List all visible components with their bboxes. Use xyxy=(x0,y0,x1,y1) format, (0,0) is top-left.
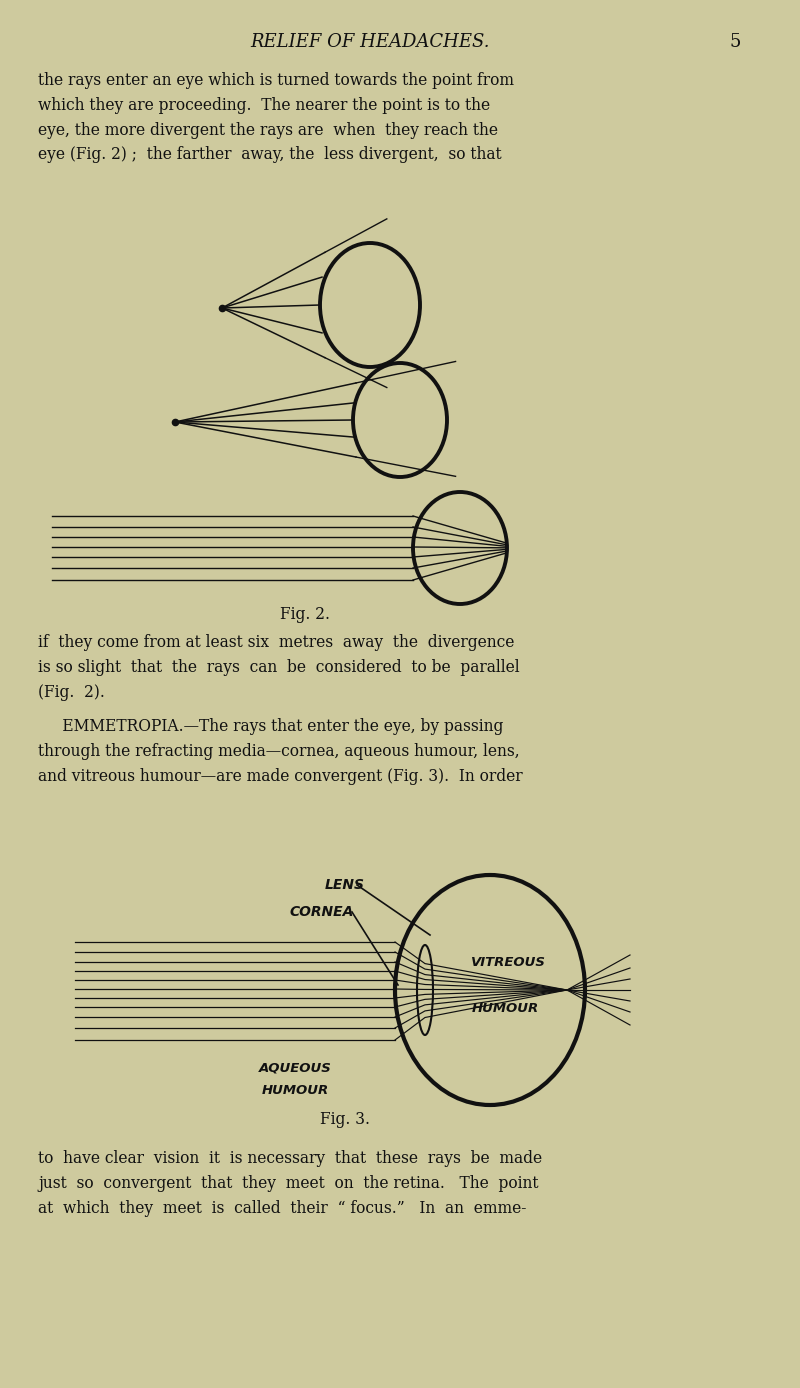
Text: to  have clear  vision  it  is necessary  that  these  rays  be  made
just  so  : to have clear vision it is necessary tha… xyxy=(38,1151,542,1217)
Text: CORNEA: CORNEA xyxy=(290,905,354,919)
Text: HUMOUR: HUMOUR xyxy=(471,1002,538,1015)
Text: the rays enter an eye which is turned towards the point from
which they are proc: the rays enter an eye which is turned to… xyxy=(38,72,514,164)
Text: 5: 5 xyxy=(730,33,741,51)
Text: RELIEF OF HEADACHES.: RELIEF OF HEADACHES. xyxy=(250,33,490,51)
Text: VITREOUS: VITREOUS xyxy=(470,956,546,969)
Ellipse shape xyxy=(353,364,447,477)
Ellipse shape xyxy=(417,945,433,1035)
Ellipse shape xyxy=(413,491,507,604)
Text: Fig. 2.: Fig. 2. xyxy=(280,605,330,622)
Text: HUMOUR: HUMOUR xyxy=(262,1084,329,1097)
Text: Fig. 3.: Fig. 3. xyxy=(320,1112,370,1128)
Text: if  they come from at least six  metres  away  the  divergence
is so slight  tha: if they come from at least six metres aw… xyxy=(38,634,520,701)
Text: AQUEOUS: AQUEOUS xyxy=(258,1062,331,1074)
Ellipse shape xyxy=(320,243,420,366)
Text: LENS: LENS xyxy=(325,879,365,892)
Ellipse shape xyxy=(395,874,585,1105)
Text: EMMETROPIA.—The rays that enter the eye, by passing
through the refracting media: EMMETROPIA.—The rays that enter the eye,… xyxy=(38,718,522,784)
